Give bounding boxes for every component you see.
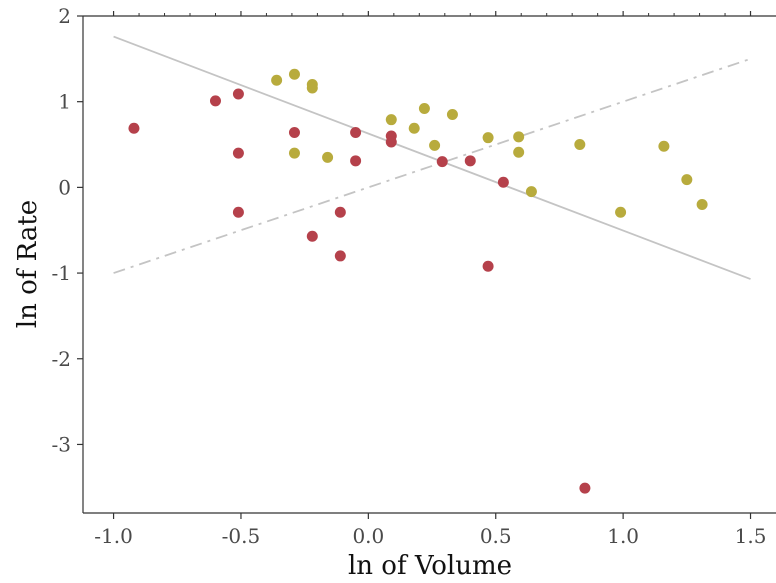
x-tick-label: -0.5 (222, 524, 261, 548)
red-point (334, 250, 346, 262)
x-axis-title: ln of Volume (348, 551, 512, 581)
olive-point (681, 174, 693, 186)
red-point (497, 176, 509, 188)
red-point (482, 260, 494, 272)
x-tick-label: 0.0 (352, 524, 384, 548)
olive-point (385, 114, 397, 126)
olive-point (513, 146, 525, 158)
olive-point (288, 68, 300, 80)
olive-point (288, 147, 300, 159)
axes: -1.0 -0.5 0.0 0.5 1.0 1.5 -3 -2 -1 0 1 2 (52, 4, 776, 548)
x-tick-label: 0.5 (480, 524, 512, 548)
red-point (334, 206, 346, 218)
y-tick-label: -3 (52, 432, 71, 456)
olive-point (306, 82, 318, 94)
olive-point (615, 206, 627, 218)
y-tick-label: 0 (58, 175, 71, 199)
plot-area (113, 35, 751, 494)
red-point (232, 88, 244, 100)
y-tick-label: -1 (52, 261, 71, 285)
red-point (306, 230, 318, 242)
olive-point (271, 74, 283, 86)
olive-point (696, 199, 708, 211)
x-tick-label: -1.0 (94, 524, 133, 548)
dashdot-fit-line (113, 57, 751, 274)
red-point (350, 155, 362, 167)
y-tick-label: 2 (58, 4, 71, 28)
red-point (209, 95, 221, 107)
red-point (232, 206, 244, 218)
y-axis-title: ln of Rate (13, 200, 43, 328)
y-tick-label: -2 (52, 347, 71, 371)
red-point (464, 155, 476, 167)
red-point (579, 482, 591, 494)
olive-point (429, 139, 441, 151)
olive-point (418, 103, 430, 115)
olive-point (574, 139, 586, 151)
red-point (350, 127, 362, 139)
red-point (385, 136, 397, 148)
olive-point (322, 151, 334, 163)
solid-fit-line (113, 35, 751, 280)
red-point (288, 127, 300, 139)
red-point (232, 147, 244, 159)
red-point (128, 122, 140, 134)
olive-point (513, 131, 525, 143)
olive-point (408, 122, 420, 134)
olive-point (658, 140, 670, 152)
olive-point (446, 109, 458, 121)
x-tick-label: 1.5 (735, 524, 767, 548)
olive-point (525, 186, 537, 198)
red-point (436, 156, 448, 168)
y-tick-label: 1 (58, 90, 71, 114)
x-tick-label: 1.0 (607, 524, 639, 548)
olive-point (482, 132, 494, 144)
